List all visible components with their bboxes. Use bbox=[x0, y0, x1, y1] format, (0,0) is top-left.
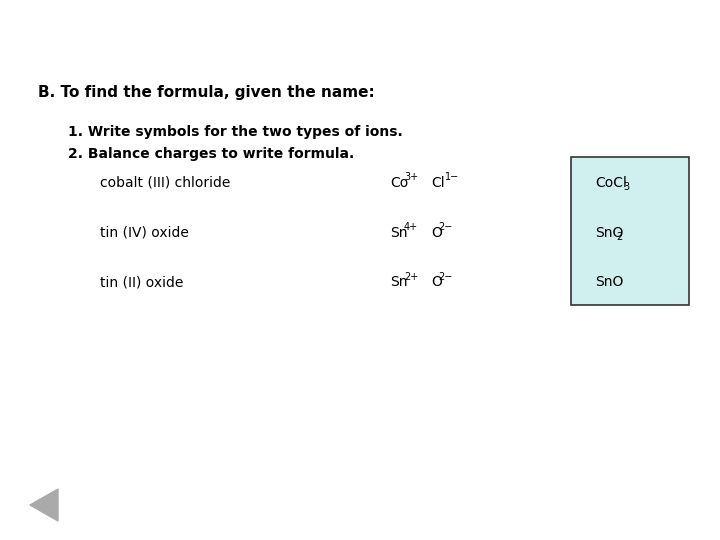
Text: 4+: 4+ bbox=[404, 222, 418, 233]
Text: B. To find the formula, given the name:: B. To find the formula, given the name: bbox=[38, 85, 374, 100]
Text: O: O bbox=[431, 275, 442, 289]
Text: cobalt (III) chloride: cobalt (III) chloride bbox=[100, 176, 230, 190]
Text: CoCl: CoCl bbox=[595, 176, 627, 190]
Text: O: O bbox=[431, 226, 442, 240]
FancyBboxPatch shape bbox=[571, 157, 689, 305]
Text: tin (II) oxide: tin (II) oxide bbox=[100, 275, 184, 289]
Text: 1. Write symbols for the two types of ions.: 1. Write symbols for the two types of io… bbox=[68, 125, 402, 139]
Text: SnO: SnO bbox=[595, 226, 624, 240]
Text: 3: 3 bbox=[623, 183, 629, 192]
Text: 2−: 2− bbox=[438, 272, 452, 281]
Text: 1−: 1− bbox=[445, 172, 459, 183]
Text: 2−: 2− bbox=[438, 222, 452, 233]
Text: 2+: 2+ bbox=[404, 272, 418, 281]
Text: 3+: 3+ bbox=[404, 172, 418, 183]
Polygon shape bbox=[30, 489, 58, 521]
Text: Sn: Sn bbox=[390, 275, 408, 289]
Text: tin (IV) oxide: tin (IV) oxide bbox=[100, 226, 189, 240]
Text: Sn: Sn bbox=[390, 226, 408, 240]
Text: SnO: SnO bbox=[595, 275, 624, 289]
Text: 2: 2 bbox=[616, 233, 622, 242]
Text: Co: Co bbox=[390, 176, 408, 190]
Text: 2. Balance charges to write formula.: 2. Balance charges to write formula. bbox=[68, 147, 354, 161]
Text: Cl: Cl bbox=[431, 176, 445, 190]
